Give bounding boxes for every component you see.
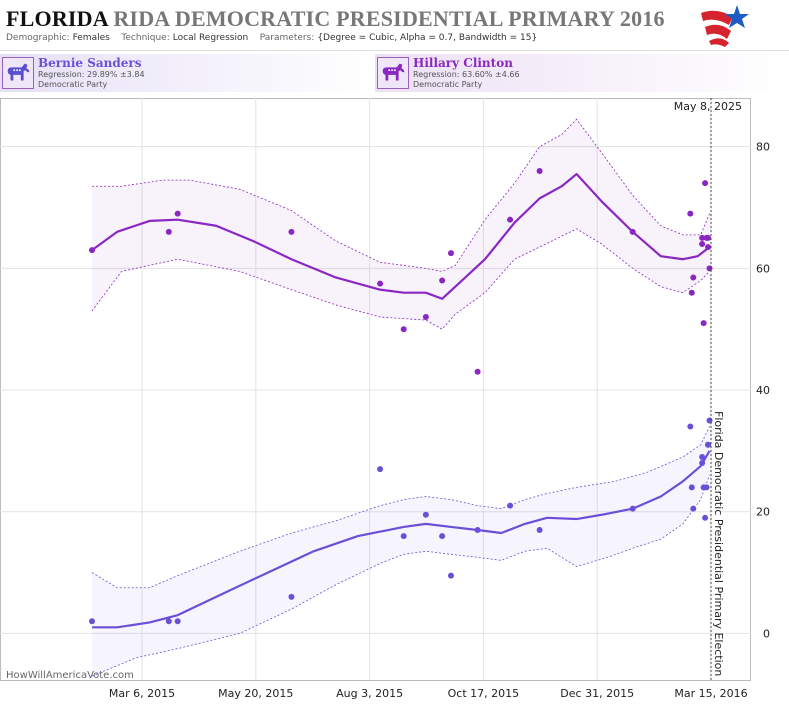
poll-point — [447, 250, 454, 257]
candidate-party: Democratic Party — [413, 80, 483, 89]
y-tick-label: 0 — [763, 627, 770, 640]
candidate-name: Hillary Clinton — [413, 56, 513, 70]
candidate-party: Democratic Party — [38, 80, 108, 89]
title-contest: RIDA DEMOCRATIC PRESIDENTIAL PRIMARY 201… — [113, 6, 665, 31]
trend-lines — [91, 172, 711, 629]
poll-point — [288, 593, 295, 600]
poll-point — [705, 234, 712, 241]
poll-point — [688, 289, 695, 296]
confidence-bands — [91, 118, 710, 677]
parameters-value: {Degree = Cubic, Alpha = 0.7, Bandwidth … — [317, 33, 538, 43]
lower-bound-line — [91, 475, 710, 677]
x-tick-label: Mar 15, 2016 — [674, 687, 747, 700]
poll-point — [690, 274, 697, 281]
candidate-card-sanders: Bernie Sanders Regression: 29.89% ±3.84 … — [0, 54, 375, 92]
parameters-label: Parameters: — [259, 33, 315, 43]
candidate-card-clinton: Hillary Clinton Regression: 63.60% ±4.66… — [375, 54, 789, 92]
poll-point — [702, 514, 709, 521]
poll-point — [377, 280, 384, 287]
chart-header: FLORIDA RIDA DEMOCRATIC PRESIDENTIAL PRI… — [0, 0, 789, 51]
candidate-regression: Regression: 63.60% ±4.66 — [413, 70, 520, 79]
poll-point — [377, 466, 384, 473]
site-logo-icon — [701, 5, 749, 47]
poll-point — [629, 505, 636, 512]
plot-frame — [0, 98, 751, 681]
poll-point — [422, 511, 429, 518]
poll-points — [89, 168, 713, 625]
poll-point — [629, 228, 636, 235]
poll-point — [705, 441, 712, 448]
poll-point — [699, 234, 706, 241]
x-tick-label: Aug 3, 2015 — [336, 687, 403, 700]
poll-point — [687, 210, 694, 217]
poll-point — [474, 368, 481, 375]
y-tick-label: 80 — [756, 141, 770, 154]
technique-label: Technique: — [121, 33, 170, 43]
trend-line — [92, 450, 711, 629]
poll-point — [702, 180, 709, 187]
confidence-band — [92, 119, 710, 330]
y-tick-label: 60 — [756, 262, 770, 275]
axes: 0 20 40 60 80 Mar 6, 2015 May 20, 2015 Aug 3, 2… — [109, 98, 770, 700]
donkey-icon — [377, 57, 409, 89]
poll-point — [165, 228, 172, 235]
poll-point — [536, 168, 543, 175]
poll-point — [700, 320, 707, 327]
poll-point — [422, 314, 429, 321]
confidence-band — [92, 426, 710, 676]
y-tick-label: 40 — [756, 384, 770, 397]
lower-bound-line — [91, 228, 710, 330]
poll-point — [688, 484, 695, 491]
date-label: May 8, 2025 — [674, 100, 742, 113]
candidate-name: Bernie Sanders — [38, 56, 142, 70]
demographic-value: Females — [72, 33, 110, 43]
poll-point — [706, 265, 713, 272]
trend-line — [91, 172, 711, 300]
title-state: FLORIDA — [6, 6, 108, 31]
poll-point — [89, 618, 95, 625]
poll-point — [706, 417, 713, 424]
poll-point — [536, 526, 543, 533]
parameters-line: Demographic: Females Technique: Local Regr… — [6, 33, 540, 43]
election-label: Florida Democratic Presidential Primary … — [712, 411, 725, 676]
donkey-icon — [2, 57, 34, 89]
poll-point — [699, 241, 706, 248]
poll-point — [703, 484, 710, 491]
poll-point — [705, 244, 712, 251]
poll-point — [447, 572, 454, 579]
x-tick-label: Oct 17, 2015 — [448, 687, 520, 700]
poll-point — [699, 453, 706, 460]
x-tick-label: Mar 6, 2015 — [109, 687, 175, 700]
poll-point — [165, 618, 172, 625]
poll-point — [687, 423, 694, 430]
regression-chart: 0 20 40 60 80 Mar 6, 2015 May 20, 2015 Aug 3, 2… — [0, 98, 770, 700]
demographic-label: Demographic: — [6, 33, 70, 43]
poll-point — [288, 228, 295, 235]
poll-point — [507, 216, 514, 223]
candidate-regression: Regression: 29.89% ±3.84 — [38, 70, 145, 79]
poll-point — [699, 460, 706, 467]
poll-point — [400, 533, 407, 540]
poll-point — [174, 210, 181, 217]
poll-point — [89, 247, 95, 254]
poll-point — [507, 502, 514, 509]
poll-point — [690, 505, 697, 512]
poll-point — [174, 618, 181, 625]
technique-value: Local Regression — [172, 33, 249, 43]
x-tick-label: Dec 31, 2015 — [560, 687, 634, 700]
poll-point — [474, 526, 481, 533]
poll-point — [439, 533, 446, 540]
page-title: FLORIDA RIDA DEMOCRATIC PRESIDENTIAL PRI… — [6, 6, 665, 32]
upper-bound-line — [91, 426, 710, 589]
poll-point — [439, 277, 446, 284]
watermark: HowWillAmericaVote.com — [6, 670, 134, 681]
y-tick-label: 20 — [756, 506, 770, 519]
upper-bound-line — [92, 118, 710, 272]
poll-point — [400, 326, 407, 333]
x-tick-label: May 20, 2015 — [218, 687, 293, 700]
